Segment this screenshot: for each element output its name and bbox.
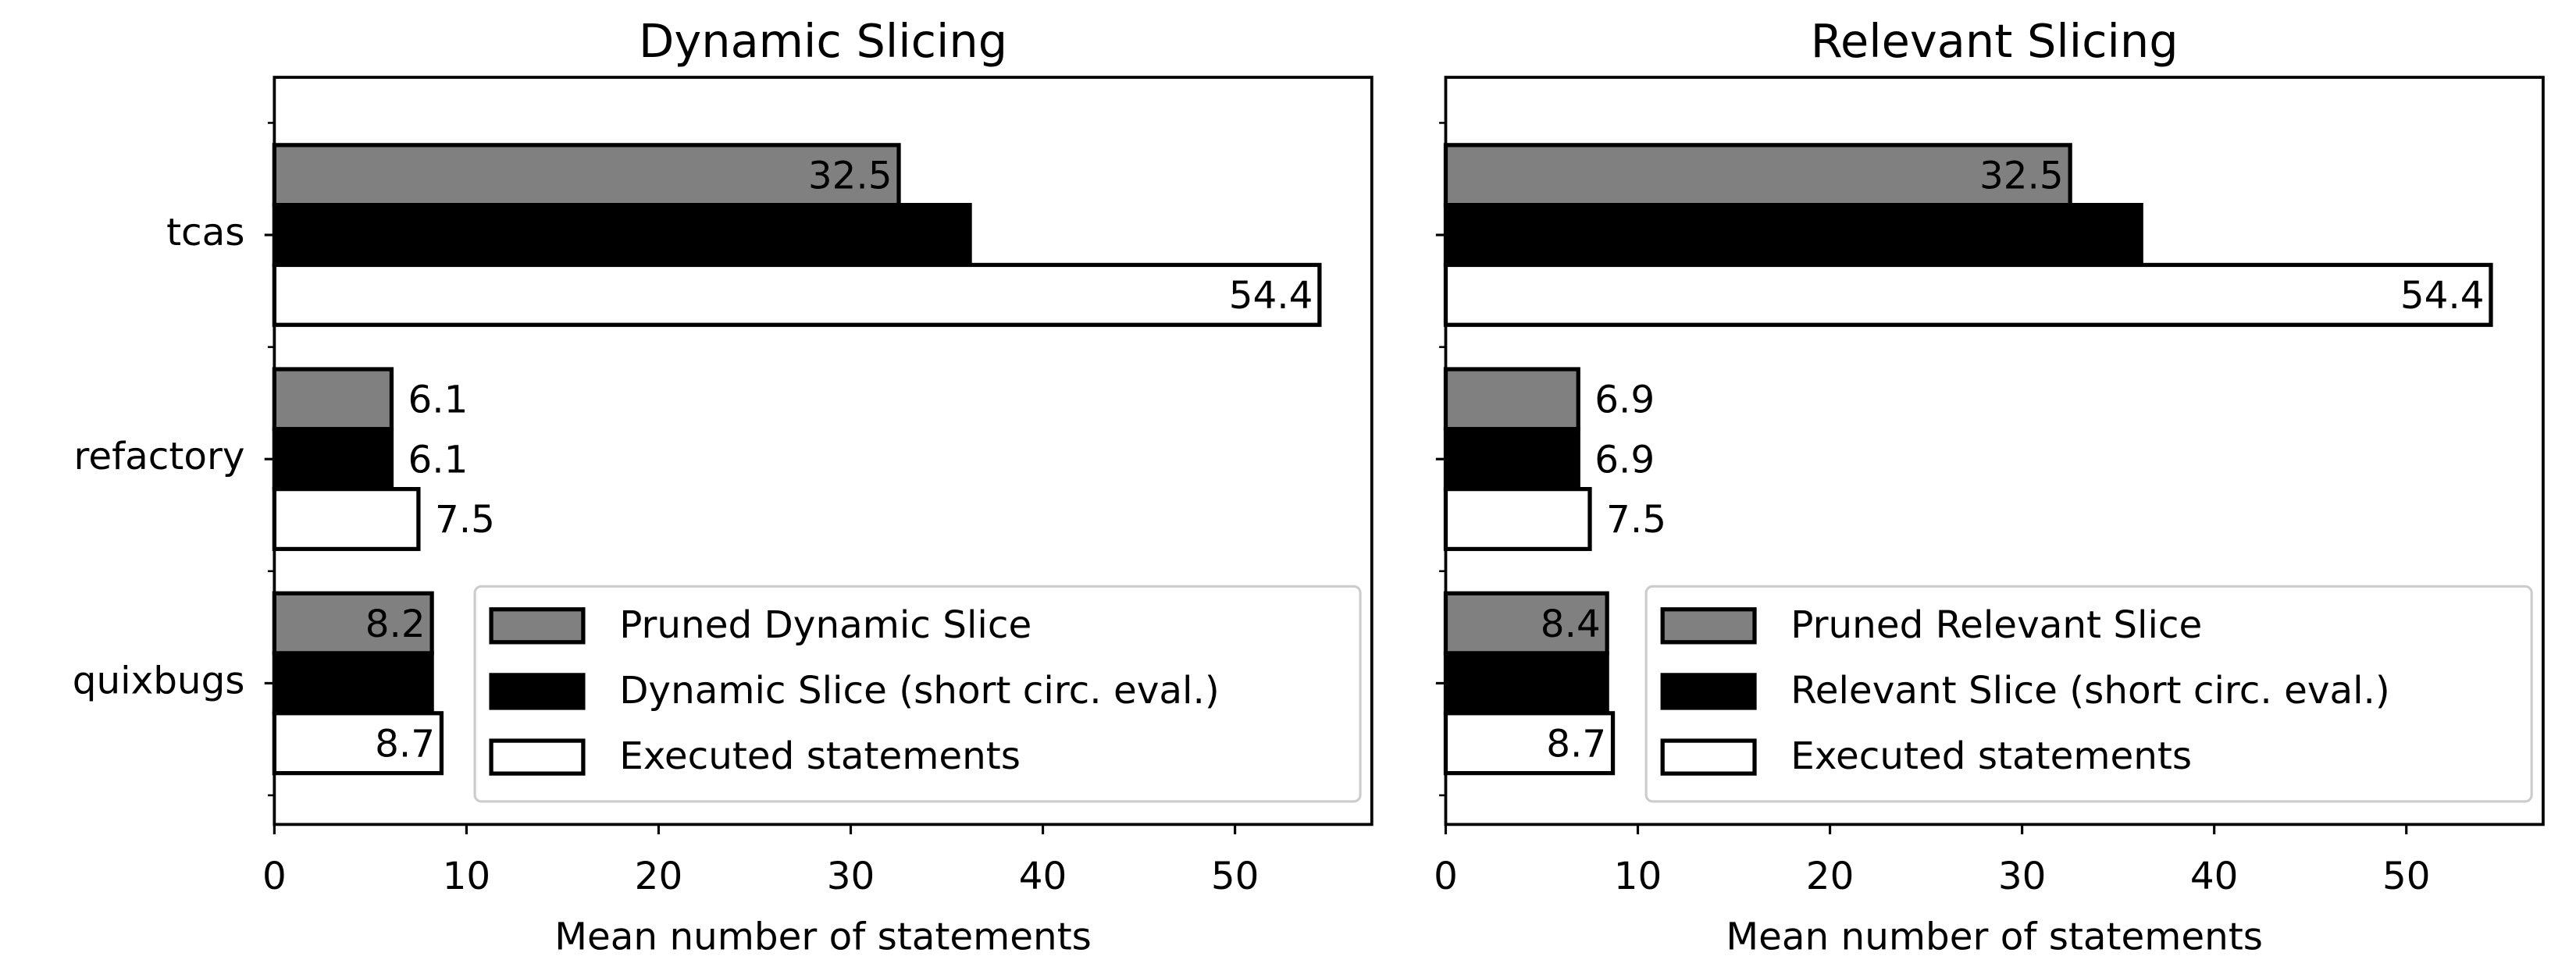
x-axis-label: Mean number of statements [1726, 915, 2263, 959]
x-tick-label: 10 [1614, 855, 1662, 898]
chart-title: Dynamic Slicing [639, 14, 1007, 68]
x-tick-label: 0 [1434, 855, 1458, 898]
axes-frame [1444, 76, 2545, 826]
x-tick-label: 20 [1806, 855, 1855, 898]
x-tick-label: 40 [2190, 855, 2239, 898]
x-tick-label: 30 [1998, 855, 2047, 898]
bar [272, 203, 972, 268]
bar [272, 262, 1322, 327]
chart-title: Relevant Slicing [1811, 14, 2179, 68]
bar [272, 143, 901, 208]
bar [1443, 143, 2072, 208]
bar [1443, 262, 2493, 327]
y-tick-label: quixbugs [73, 659, 245, 702]
x-tick-label: 40 [1019, 855, 1067, 898]
bar [1443, 651, 1609, 716]
legend-swatch [489, 738, 586, 776]
value-label: 6.1 [408, 438, 468, 482]
legend-swatch [1660, 607, 1757, 645]
legend-swatch [1660, 738, 1757, 776]
legend-label: Executed statements [1790, 734, 2192, 778]
value-label: 6.9 [1594, 379, 1655, 422]
legend-label: Dynamic Slice (short circ. eval.) [619, 669, 1220, 713]
bar [1443, 427, 1580, 492]
legend-box [1644, 585, 2533, 803]
value-label: 7.5 [1606, 498, 1666, 542]
value-label: 8.7 [375, 722, 435, 766]
bar [1443, 367, 1580, 432]
bar [272, 486, 421, 552]
legend-box [473, 585, 1362, 803]
value-label: 54.4 [1229, 274, 1313, 318]
x-tick-label: 0 [262, 855, 287, 898]
value-label: 32.5 [1979, 154, 2064, 197]
bar [1443, 486, 1592, 552]
value-label: 6.9 [1594, 438, 1655, 482]
x-tick-label: 20 [635, 855, 683, 898]
y-tick-label: tcas [166, 211, 244, 254]
value-label: 36.2 [879, 214, 964, 258]
x-axis-label: Mean number of statements [554, 915, 1092, 959]
bar [272, 591, 434, 656]
value-label: 36.2 [2050, 214, 2135, 258]
x-tick-label: 50 [2382, 855, 2431, 898]
legend-swatch [489, 673, 586, 710]
bar [1443, 203, 2143, 268]
x-tick-label: 30 [827, 855, 875, 898]
value-label: 8.4 [1541, 663, 1601, 706]
value-label: 6.1 [408, 379, 468, 422]
value-label: 8.2 [365, 663, 426, 706]
bar [272, 427, 394, 492]
value-label: 8.4 [1541, 603, 1601, 646]
x-tick-label: 10 [443, 855, 491, 898]
legend-label: Pruned Relevant Slice [1790, 603, 2202, 647]
x-tick-label: 50 [1211, 855, 1259, 898]
value-label: 32.5 [808, 154, 893, 197]
value-label: 8.2 [365, 603, 426, 646]
legend-swatch [1660, 673, 1757, 710]
legend-label: Relevant Slice (short circ. eval.) [1790, 669, 2390, 713]
value-label: 8.7 [1546, 722, 1606, 766]
value-label: 54.4 [2400, 274, 2485, 318]
axes-frame [273, 76, 1374, 826]
legend-swatch [489, 607, 586, 645]
y-tick-label: refactory [74, 435, 245, 478]
bar [272, 367, 394, 432]
value-label: 7.5 [435, 498, 495, 542]
legend-label: Executed statements [619, 734, 1021, 778]
legend-label: Pruned Dynamic Slice [619, 603, 1031, 647]
bar [1443, 711, 1616, 776]
bar [1443, 591, 1609, 656]
